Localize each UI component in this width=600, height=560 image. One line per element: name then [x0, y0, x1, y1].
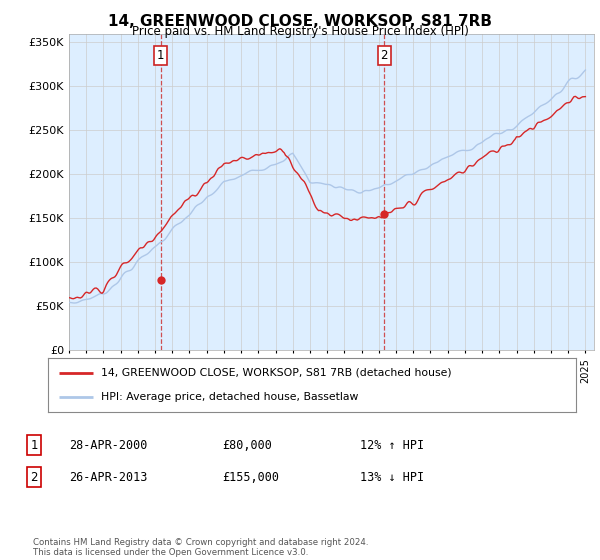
Text: HPI: Average price, detached house, Bassetlaw: HPI: Average price, detached house, Bass…	[101, 392, 358, 402]
Text: 26-APR-2013: 26-APR-2013	[69, 470, 148, 484]
Text: 14, GREENWOOD CLOSE, WORKSOP, S81 7RB (detached house): 14, GREENWOOD CLOSE, WORKSOP, S81 7RB (d…	[101, 368, 451, 378]
Text: 2: 2	[380, 49, 388, 62]
Text: 1: 1	[31, 438, 38, 452]
Text: 13% ↓ HPI: 13% ↓ HPI	[360, 470, 424, 484]
Text: Price paid vs. HM Land Registry's House Price Index (HPI): Price paid vs. HM Land Registry's House …	[131, 25, 469, 38]
Text: £155,000: £155,000	[222, 470, 279, 484]
Text: 2: 2	[31, 470, 38, 484]
Text: 1: 1	[157, 49, 164, 62]
Text: 12% ↑ HPI: 12% ↑ HPI	[360, 438, 424, 452]
Text: 28-APR-2000: 28-APR-2000	[69, 438, 148, 452]
Text: 14, GREENWOOD CLOSE, WORKSOP, S81 7RB: 14, GREENWOOD CLOSE, WORKSOP, S81 7RB	[108, 14, 492, 29]
Text: Contains HM Land Registry data © Crown copyright and database right 2024.
This d: Contains HM Land Registry data © Crown c…	[33, 538, 368, 557]
Text: £80,000: £80,000	[222, 438, 272, 452]
